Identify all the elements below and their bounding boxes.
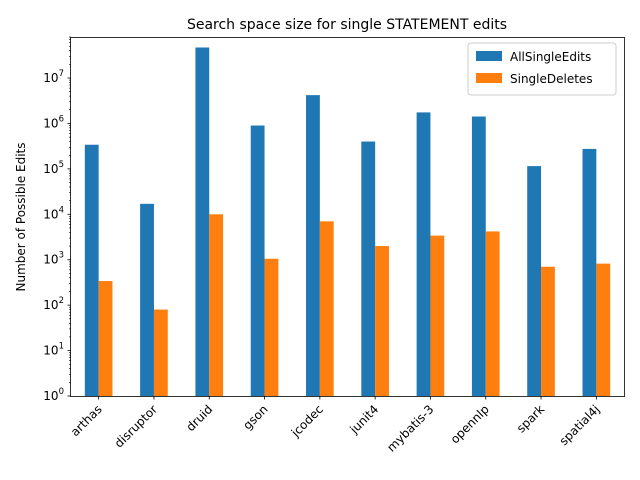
bars-layer xyxy=(84,47,611,397)
bar-SingleDeletes-jcodec xyxy=(319,221,334,396)
legend-swatch-SingleDeletes xyxy=(476,73,502,83)
bar-AllSingleEdits-mybatis-3 xyxy=(416,112,431,396)
bar-AllSingleEdits-junit4 xyxy=(361,141,376,396)
y-tick-label: 105 xyxy=(43,160,64,176)
legend-label-AllSingleEdits: AllSingleEdits xyxy=(510,50,591,64)
bar-AllSingleEdits-opennlp xyxy=(471,116,486,396)
y-tick-label: 103 xyxy=(43,251,64,267)
bar-SingleDeletes-mybatis-3 xyxy=(430,235,445,396)
bar-SingleDeletes-opennlp xyxy=(485,231,500,396)
y-tick-label: 106 xyxy=(43,114,64,130)
bar-AllSingleEdits-arthas xyxy=(84,144,99,396)
bar-AllSingleEdits-gson xyxy=(250,125,265,397)
chart-title: Search space size for single STATEMENT e… xyxy=(187,17,507,33)
legend-swatch-AllSingleEdits xyxy=(476,51,502,61)
y-tick-label: 100 xyxy=(43,387,64,403)
y-axis: 100 101 102 103 104 105 106 107 xyxy=(43,36,71,403)
bar-SingleDeletes-gson xyxy=(264,258,279,396)
legend-frame xyxy=(467,42,617,96)
bar-AllSingleEdits-disruptor xyxy=(140,203,154,396)
y-axis-title: Number of Possible Edits xyxy=(14,142,28,291)
y-tick-label: 104 xyxy=(43,205,64,221)
bar-SingleDeletes-disruptor xyxy=(153,309,168,396)
bar-AllSingleEdits-spark xyxy=(527,166,542,396)
y-tick-label: 101 xyxy=(43,342,64,358)
legend: AllSingleEdits SingleDeletes xyxy=(467,42,617,96)
bar-AllSingleEdits-jcodec xyxy=(306,95,320,396)
bar-SingleDeletes-spark xyxy=(541,266,555,396)
legend-label-SingleDeletes: SingleDeletes xyxy=(510,72,593,86)
bar-SingleDeletes-junit4 xyxy=(375,246,389,396)
bar-SingleDeletes-arthas xyxy=(98,281,113,396)
plot-frame xyxy=(70,37,625,397)
y-tick-label: 107 xyxy=(43,69,64,85)
bar-AllSingleEdits-spatial4j xyxy=(582,148,597,396)
y-tick-label: 102 xyxy=(43,296,64,312)
bar-SingleDeletes-druid xyxy=(209,214,224,396)
bar-AllSingleEdits-druid xyxy=(195,47,210,396)
bar-SingleDeletes-spatial4j xyxy=(596,263,611,396)
